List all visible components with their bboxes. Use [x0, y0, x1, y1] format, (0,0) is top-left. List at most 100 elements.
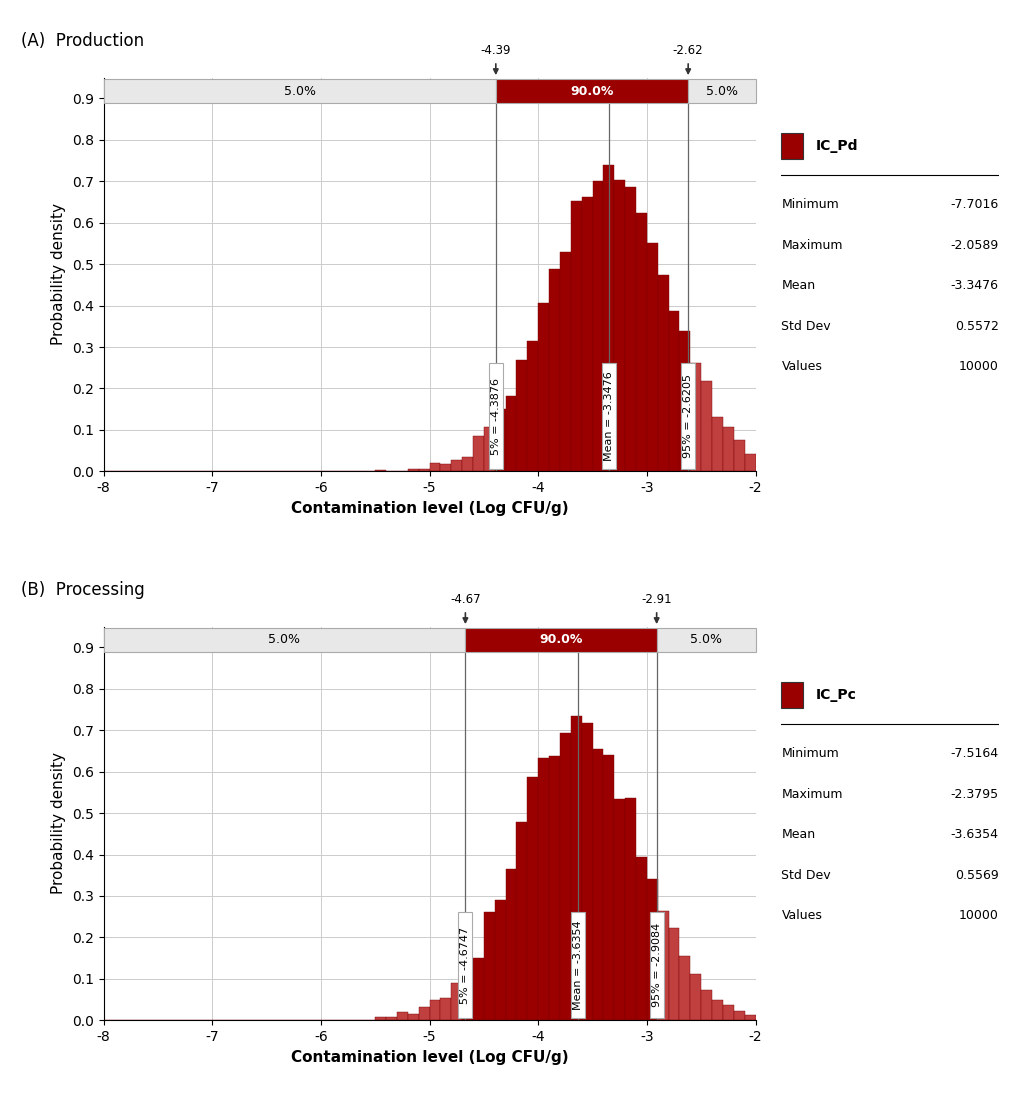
Bar: [647, 878, 657, 1020]
Bar: [516, 822, 527, 1020]
Text: -2.91: -2.91: [642, 593, 672, 607]
Text: 5.0%: 5.0%: [706, 84, 738, 98]
Bar: [781, 133, 803, 160]
X-axis label: Contamination level (Log CFU/g): Contamination level (Log CFU/g): [291, 500, 568, 516]
Y-axis label: Probability density: Probability density: [51, 203, 66, 346]
Bar: [650, 912, 663, 1018]
Text: IC_Pd: IC_Pd: [817, 139, 859, 153]
Text: -7.7016: -7.7016: [950, 199, 999, 211]
Bar: [614, 800, 625, 1020]
Text: Minimum: Minimum: [781, 199, 839, 211]
Bar: [570, 716, 582, 1020]
Text: Values: Values: [781, 909, 822, 922]
Text: -4.39: -4.39: [480, 44, 511, 58]
Text: -7.5164: -7.5164: [951, 747, 999, 760]
Bar: [462, 457, 473, 471]
Bar: [635, 857, 647, 1020]
Bar: [679, 332, 690, 471]
Bar: [781, 682, 803, 709]
Text: 90.0%: 90.0%: [570, 84, 614, 98]
Bar: [669, 312, 679, 471]
Text: Std Dev: Std Dev: [781, 319, 831, 333]
Bar: [582, 196, 592, 471]
Bar: [669, 928, 679, 1020]
Bar: [440, 998, 451, 1020]
Bar: [592, 749, 603, 1020]
Bar: [451, 983, 462, 1020]
Bar: [712, 417, 722, 471]
Bar: [635, 213, 647, 471]
Text: 0.5572: 0.5572: [955, 319, 999, 333]
Bar: [489, 363, 503, 469]
Bar: [658, 910, 669, 1020]
Text: Mean: Mean: [781, 828, 816, 841]
Text: Minimum: Minimum: [781, 747, 839, 760]
Bar: [386, 1017, 396, 1020]
Bar: [408, 469, 418, 471]
Bar: [592, 181, 603, 471]
Bar: [483, 427, 495, 471]
Text: 95% = -2.6205: 95% = -2.6205: [683, 374, 693, 458]
Bar: [560, 253, 570, 471]
Bar: [375, 1017, 386, 1020]
Bar: [440, 464, 451, 471]
Text: Mean: Mean: [781, 279, 816, 292]
Bar: [744, 1016, 756, 1020]
Bar: [560, 733, 570, 1020]
Text: 0.5569: 0.5569: [955, 868, 999, 882]
Text: -3.3476: -3.3476: [951, 279, 999, 292]
Bar: [104, 79, 496, 103]
Bar: [679, 956, 690, 1020]
Bar: [722, 1006, 734, 1020]
Bar: [527, 777, 538, 1020]
Bar: [603, 165, 614, 471]
Text: (B)  Processing: (B) Processing: [21, 581, 145, 599]
Bar: [505, 869, 516, 1020]
Bar: [457, 912, 472, 1018]
Bar: [104, 628, 466, 652]
Bar: [495, 901, 505, 1020]
Text: (A)  Production: (A) Production: [21, 32, 144, 50]
Bar: [473, 957, 483, 1020]
Bar: [418, 1007, 430, 1020]
Bar: [570, 912, 585, 1018]
Text: -4.67: -4.67: [450, 593, 480, 607]
Bar: [688, 79, 756, 103]
Text: 10000: 10000: [958, 909, 999, 922]
Bar: [538, 757, 549, 1020]
Text: 5.0%: 5.0%: [690, 633, 722, 647]
Text: -2.62: -2.62: [673, 44, 704, 58]
Bar: [451, 460, 462, 471]
Bar: [462, 967, 473, 1020]
Y-axis label: Probability density: Probability density: [51, 752, 66, 895]
Text: 5.0%: 5.0%: [284, 84, 316, 98]
Text: -2.3795: -2.3795: [951, 787, 999, 801]
Bar: [549, 756, 560, 1020]
Bar: [625, 187, 635, 471]
Bar: [570, 202, 582, 471]
Text: Mean = -3.6354: Mean = -3.6354: [572, 920, 583, 1010]
Bar: [495, 408, 505, 471]
Bar: [690, 974, 702, 1020]
Bar: [516, 360, 527, 471]
Bar: [681, 363, 696, 469]
Bar: [430, 464, 440, 471]
Bar: [701, 990, 712, 1020]
Bar: [430, 1000, 440, 1020]
Bar: [549, 268, 560, 471]
Bar: [483, 912, 495, 1020]
Bar: [656, 628, 756, 652]
Bar: [496, 79, 688, 103]
Bar: [473, 436, 483, 471]
Text: 10000: 10000: [958, 360, 999, 373]
Bar: [625, 798, 635, 1020]
Bar: [603, 754, 614, 1020]
Bar: [701, 381, 712, 471]
Bar: [722, 427, 734, 471]
Text: Mean = -3.3476: Mean = -3.3476: [604, 372, 614, 461]
Bar: [538, 303, 549, 471]
Bar: [690, 363, 702, 471]
Bar: [734, 1011, 744, 1020]
X-axis label: Contamination level (Log CFU/g): Contamination level (Log CFU/g): [291, 1049, 568, 1065]
Text: IC_Pc: IC_Pc: [817, 688, 857, 702]
